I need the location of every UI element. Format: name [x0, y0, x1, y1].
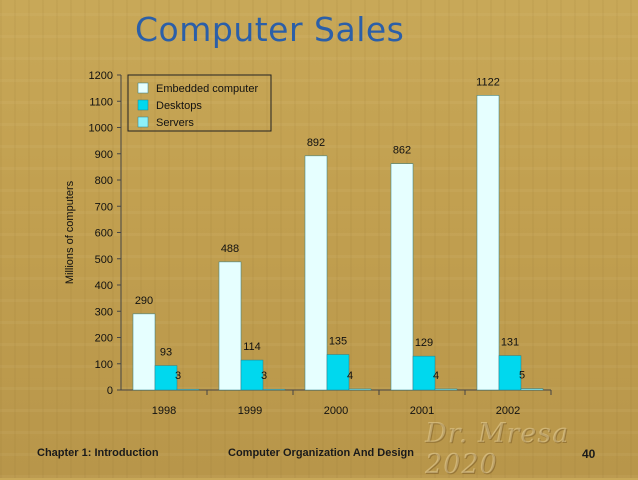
data-label-0-2000: 892	[307, 137, 325, 149]
bar-1-2002	[498, 355, 522, 391]
legend-box	[127, 74, 272, 132]
legend-swatch-0	[137, 82, 149, 94]
data-label-0-1999: 488	[221, 243, 239, 255]
y-tick-label-300: 300	[95, 306, 113, 318]
bar-1-1998	[154, 365, 178, 391]
chart-bars: 290 488 892 862 1122 93 114 135 129 131 3 3 4 4 5	[132, 76, 544, 391]
data-label-0-2002: 1122	[476, 76, 500, 88]
legend-label-2: Servers	[156, 117, 194, 129]
bar-2-2000	[348, 388, 372, 391]
x-tick-label-2002: 2002	[496, 405, 520, 417]
y-tick-label-1200: 1200	[89, 70, 113, 82]
legend-swatch-2	[137, 116, 149, 128]
data-label-1-1998: 93	[160, 347, 172, 359]
bar-1-2000	[326, 354, 350, 391]
chart-axes: 0 100 200 300 400 500 600 700 800 900 1000 1100 1200…	[64, 70, 552, 417]
data-label-2-1998: 3	[175, 370, 181, 382]
bar-2-2001	[434, 388, 458, 391]
page-number: 40	[582, 447, 596, 461]
y-tick-label-600: 600	[95, 228, 113, 240]
y-tick-label-500: 500	[95, 254, 113, 266]
data-label-2-2000: 4	[347, 370, 353, 382]
data-label-0-2001: 862	[393, 145, 411, 157]
legend-label-1: Desktops	[156, 100, 202, 112]
data-label-1-2002: 131	[501, 337, 519, 349]
bar-2-2002	[520, 388, 544, 391]
chart-legend: Embedded computer Desktops Servers	[127, 74, 272, 132]
y-tick-label-200: 200	[95, 333, 113, 345]
bar-2-1998	[176, 388, 200, 391]
data-label-0-1998: 290	[135, 295, 153, 307]
y-axis-label: Millions of computers	[64, 180, 76, 284]
bar-0-1999	[218, 261, 242, 391]
watermark-signature: Dr. Mresa 2020	[425, 418, 570, 480]
bar-0-2002	[476, 95, 500, 391]
y-tick-label-800: 800	[95, 175, 113, 187]
footer-chapter: Chapter 1: Introduction	[37, 447, 159, 459]
x-tick-label-2001: 2001	[410, 405, 434, 417]
x-tick-label-1999: 1999	[238, 405, 262, 417]
bar-0-2000	[304, 155, 328, 391]
data-label-2-1999: 3	[261, 370, 267, 382]
data-label-1-2001: 129	[415, 337, 433, 349]
data-label-1-1999: 114	[243, 341, 261, 353]
y-tick-label-100: 100	[95, 359, 113, 371]
y-tick-label-900: 900	[95, 149, 113, 161]
bar-2-1999	[262, 388, 286, 391]
x-tick-label-2000: 2000	[324, 405, 348, 417]
y-tick-label-0: 0	[107, 385, 113, 397]
y-tick-label-1000: 1000	[89, 123, 113, 135]
legend-label-0: Embedded computer	[156, 83, 258, 95]
bar-1-1999	[240, 359, 264, 391]
x-tick-label-1998: 1998	[152, 405, 176, 417]
data-label-2-2002: 5	[519, 370, 525, 382]
slide-title: Computer Sales	[135, 10, 405, 49]
y-tick-label-1100: 1100	[89, 96, 113, 108]
legend-swatch-1	[137, 99, 149, 111]
footer-course: Computer Organization And Design	[228, 447, 414, 459]
y-tick-label-400: 400	[95, 280, 113, 292]
data-label-1-2000: 135	[329, 336, 347, 348]
y-tick-label-700: 700	[95, 201, 113, 213]
bar-0-2001	[390, 163, 414, 391]
data-label-2-2001: 4	[433, 370, 439, 382]
bar-0-1998	[132, 313, 156, 391]
bar-1-2001	[412, 355, 436, 391]
